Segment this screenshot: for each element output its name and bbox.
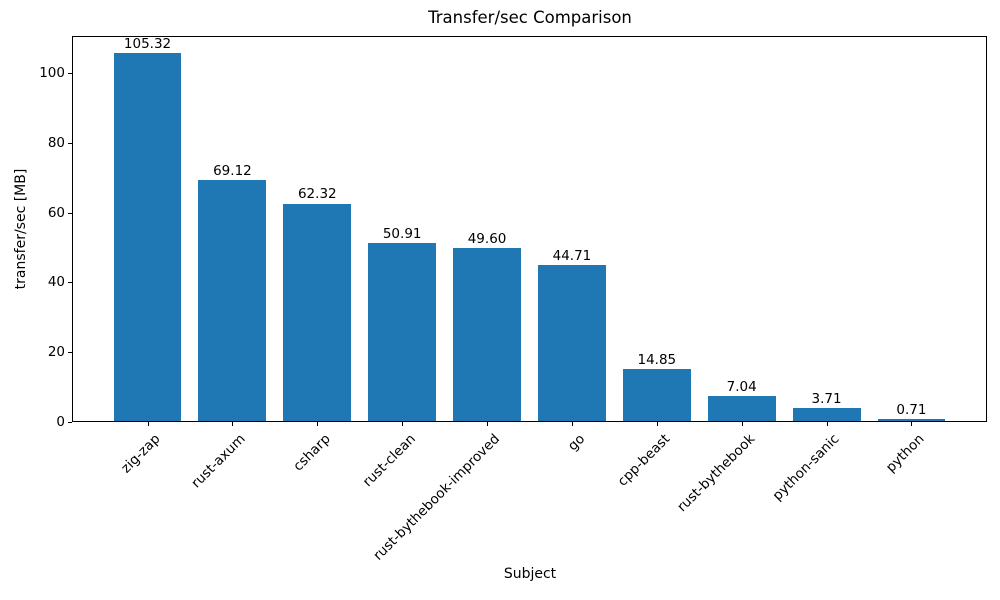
x-tick-mark (741, 422, 743, 426)
chart-title: Transfer/sec Comparison (428, 8, 632, 27)
bar-value-label: 69.12 (213, 162, 252, 179)
y-tick-label: 20 (47, 344, 65, 361)
bar (198, 179, 267, 421)
bar-value-label: 49.60 (467, 230, 507, 247)
x-tick-mark (232, 422, 234, 426)
bar-value-label: 44.71 (552, 247, 592, 264)
bar (453, 247, 521, 421)
bar (877, 418, 946, 421)
bar (537, 264, 606, 421)
y-tick-label: 80 (47, 134, 65, 151)
bar-value-label: 105.32 (123, 36, 172, 53)
x-tick-mark (487, 422, 489, 426)
y-tick-label: 60 (47, 204, 65, 221)
y-tick-mark (68, 282, 72, 284)
bar (707, 396, 776, 421)
y-tick-mark (68, 72, 72, 74)
bar-value-label: 0.71 (896, 401, 927, 418)
x-tick-label: rust-bythebook (673, 431, 759, 516)
x-tick-label: python-sanic (769, 431, 843, 504)
x-axis-label: Subject (503, 566, 557, 582)
bar (368, 243, 437, 421)
x-tick-label: go (565, 431, 589, 455)
x-tick-mark (826, 422, 828, 426)
y-tick-label: 0 (56, 414, 65, 430)
bar (792, 408, 861, 421)
bar (113, 53, 182, 421)
x-tick-label: python (883, 431, 928, 476)
bar (283, 203, 352, 421)
y-tick-label: 40 (47, 274, 65, 291)
y-axis-label: transfer/sec [MB] (13, 168, 29, 290)
x-tick-mark (317, 422, 319, 426)
x-tick-label: cpp-beast (614, 431, 674, 490)
x-tick-mark (402, 422, 404, 426)
bar-value-label: 7.04 (726, 379, 757, 396)
x-tick-mark (571, 422, 573, 426)
bar-value-label: 3.71 (811, 391, 842, 408)
y-tick-label: 100 (39, 64, 65, 81)
x-tick-mark (656, 422, 658, 426)
x-tick-label: rust-axum (188, 431, 249, 492)
x-tick-mark (147, 422, 149, 426)
x-tick-label: zig-zap (118, 431, 164, 477)
plot-area (72, 36, 987, 422)
y-tick-mark (68, 352, 72, 354)
y-tick-mark (68, 212, 72, 214)
x-tick-label: rust-clean (359, 431, 419, 491)
bar (622, 369, 691, 421)
bar-value-label: 50.91 (382, 226, 422, 243)
bar-value-label: 62.32 (297, 186, 337, 203)
x-tick-mark (911, 422, 913, 426)
bar-value-label: 14.85 (637, 352, 677, 369)
y-tick-mark (68, 142, 72, 144)
y-tick-mark (68, 422, 72, 423)
x-tick-label: csharp (290, 431, 334, 475)
